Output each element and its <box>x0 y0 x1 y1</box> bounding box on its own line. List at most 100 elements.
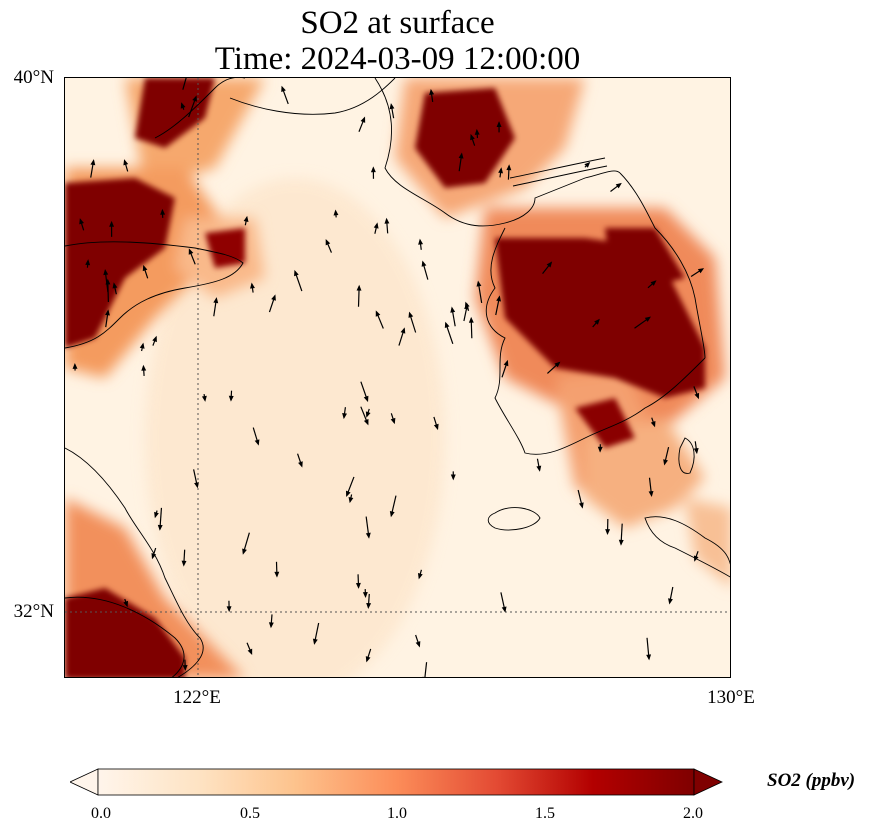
wind-arrow-head <box>362 592 368 598</box>
map-panel[interactable] <box>64 77 731 678</box>
wind-arrow-head <box>663 459 668 466</box>
wind-arrow-head <box>247 648 253 656</box>
wind-arrow-head <box>363 395 369 403</box>
wind-arrow-head <box>268 622 274 629</box>
so2-map-svg <box>65 78 730 677</box>
coast-yangtze <box>65 596 185 677</box>
wind-arrow-head <box>578 502 584 509</box>
wind-arrow-head <box>429 88 435 95</box>
wind-arrow-head <box>536 465 542 472</box>
wind-arrow-head <box>154 511 159 519</box>
wind-arrow-head <box>365 532 371 539</box>
colorbar-tick-4: 2.0 <box>683 805 703 822</box>
wind-arrow-head <box>243 215 249 223</box>
wind-arrow-head <box>506 164 512 171</box>
wind-arrow-head <box>142 264 148 272</box>
wind-arrow-head <box>213 297 219 304</box>
coast-korea-east <box>619 172 706 359</box>
wind-arrow-head <box>644 316 651 322</box>
wind-arrow-head <box>281 85 286 93</box>
wind-arrow-head <box>180 102 186 109</box>
colorbar-tick-3: 1.5 <box>535 805 555 822</box>
wind-arrow-head <box>363 419 369 426</box>
wind-arrow-head <box>342 412 347 420</box>
wind-arrow-head <box>325 239 331 246</box>
wind-arrow-head <box>345 490 351 497</box>
wind-arrow-head <box>139 342 145 349</box>
wind-arrow-head <box>650 280 657 286</box>
wind-arrow-head <box>468 316 474 323</box>
colorbar <box>70 768 723 796</box>
wind-arrow-head <box>151 552 157 560</box>
wind-arrow-head <box>109 220 115 227</box>
wind-arrow <box>182 78 187 90</box>
wind-arrow-head <box>294 269 299 277</box>
colorbar-extend-low <box>70 768 99 796</box>
coast-china-east <box>65 447 204 677</box>
wind-arrow-head <box>650 420 656 428</box>
wind-arrow-head <box>422 676 425 677</box>
wind-arrow-head <box>389 103 395 110</box>
wind-arrow-head <box>693 555 699 562</box>
colorbar-tick-0: 0.0 <box>91 805 111 822</box>
wind-arrow-head <box>79 218 84 225</box>
map-title: SO2 at surface <box>300 5 495 41</box>
wind-arrow-head <box>433 423 439 431</box>
wind-arrow-head <box>271 294 276 301</box>
wind-arrow-head <box>444 321 450 329</box>
wind-arrow-head <box>312 638 318 645</box>
coast-korea-bay <box>374 78 621 227</box>
border-line <box>509 157 608 187</box>
wind-arrow-head <box>694 392 700 400</box>
wind-arrow-head <box>103 269 109 276</box>
wind-arrow-head <box>697 268 705 274</box>
wind-arrow-head <box>496 295 501 302</box>
wind-arrow-head <box>421 260 427 267</box>
wind-arrow-head <box>254 439 260 446</box>
wind-arrow-head <box>415 641 421 648</box>
colorbar-extend-high <box>693 768 723 796</box>
tsushima-island <box>678 437 695 474</box>
wind-arrow-head <box>356 284 362 291</box>
wind-arrow-head <box>226 606 232 613</box>
wind-arrow-head <box>152 335 157 343</box>
wind-arrow-head <box>498 167 504 174</box>
wind-arrow-head <box>123 159 129 166</box>
jeju-island <box>487 507 541 531</box>
wind-arrow-head <box>417 573 423 580</box>
low-so2-band <box>145 178 445 677</box>
wind-arrow-head <box>597 446 603 453</box>
wind-arrow-head <box>112 282 118 289</box>
wind-arrow-head <box>242 548 247 555</box>
wind-arrow-head <box>348 496 354 504</box>
wind-arrow-head <box>373 222 379 229</box>
wind-arrow-head <box>370 166 376 173</box>
wind-arrow-head <box>141 364 147 371</box>
wind-arrow-head <box>360 116 366 123</box>
wind-arrow <box>424 662 428 677</box>
wind-arrow-head <box>123 600 129 608</box>
wind-arrow-head <box>668 598 673 605</box>
coast-bohai-south <box>65 241 244 349</box>
coast-korea-west <box>485 227 706 455</box>
wind-arrow-head <box>594 318 600 325</box>
wind-arrow-head <box>375 310 381 317</box>
wind-arrow-head <box>458 152 464 159</box>
wind-arrow-head <box>648 490 654 498</box>
wind-arrow-head <box>554 361 561 368</box>
so2-hotspots <box>65 78 705 677</box>
wind-arrow-head <box>450 474 456 481</box>
wind-arrow-head <box>501 606 507 613</box>
wind-arrow-head <box>400 327 406 334</box>
wind-arrow-head <box>298 461 303 468</box>
wind-arrow-head <box>90 159 96 166</box>
wind-arrow-head <box>201 395 207 402</box>
wind-arrow-head <box>384 217 390 224</box>
kyushu-coast <box>644 516 730 578</box>
wind-arrow-head <box>333 209 339 216</box>
wind-arrow-head <box>250 282 255 289</box>
wind-arrow-head <box>476 280 482 287</box>
wind-arrow-head <box>85 259 91 266</box>
lat-tick-40: 40°N <box>13 67 54 88</box>
wind-arrow-head <box>503 359 509 367</box>
